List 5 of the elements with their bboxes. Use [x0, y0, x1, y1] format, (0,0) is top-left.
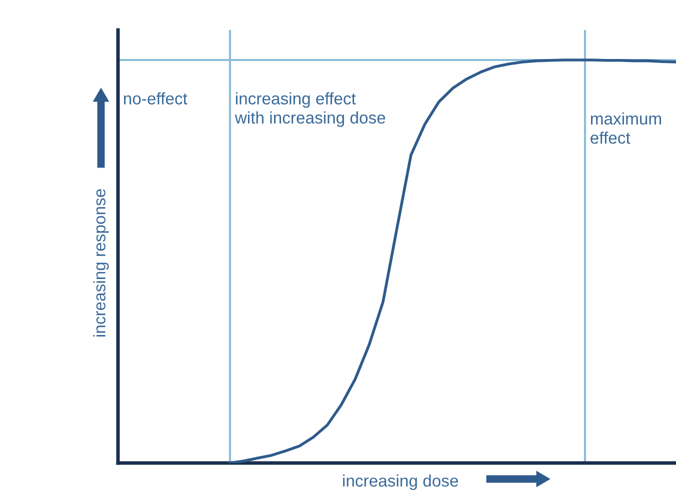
y-axis-title: increasing response: [93, 189, 109, 336]
annotation: increasing effect with increasing dose: [234, 92, 386, 127]
annotation: no-effect: [124, 92, 188, 104]
annotation: maximum effect: [590, 112, 662, 144]
x-axis-title: increasing dose: [343, 474, 458, 490]
